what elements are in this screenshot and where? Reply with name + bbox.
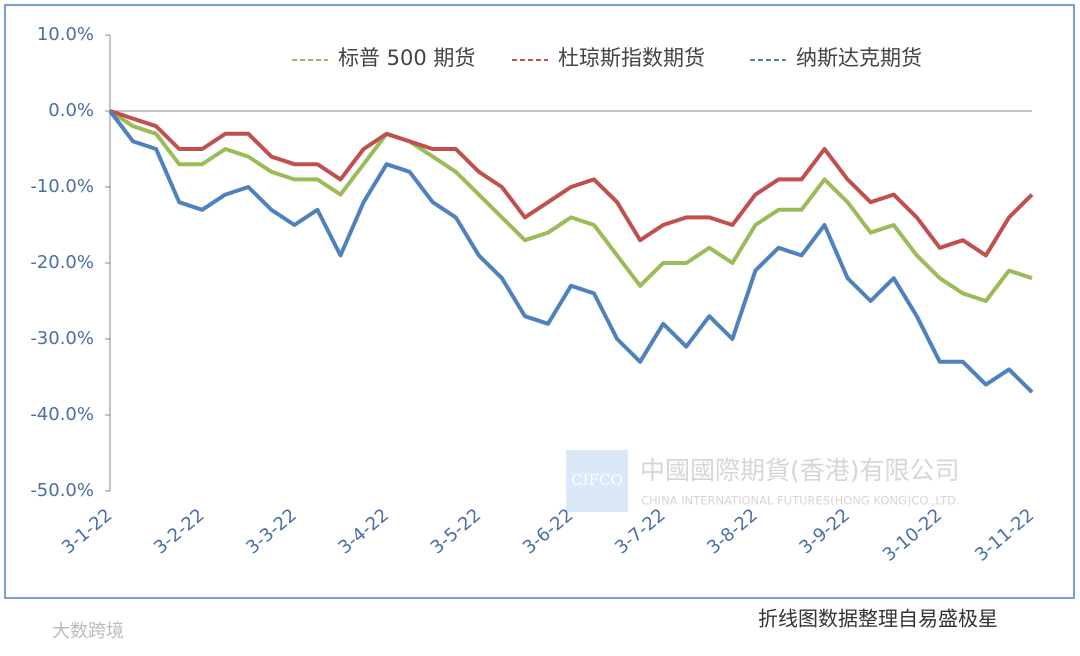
watermark-name: 中國國際期貨(香港)有限公司 [640,456,960,485]
x-tick-label: 3-9-22 [795,505,854,559]
x-tick-label: 3-11-22 [971,505,1038,566]
x-tick-label: 3-5-22 [427,505,486,559]
x-tick-label: 3-6-22 [519,505,578,559]
y-tick-label: -10.0% [30,176,94,197]
legend-label: 标普 500 期货 [338,46,475,70]
y-tick-label: -20.0% [30,252,94,273]
y-tick-label: -40.0% [30,404,94,425]
x-tick-label: 3-2-22 [150,505,209,559]
y-tick-label: 0.0% [48,100,94,121]
chart-border [4,4,1075,599]
legend-label: 杜琼斯指数期货 [558,46,705,70]
x-tick-label: 3-8-22 [703,505,762,559]
x-tick-label: 3-1-22 [58,505,117,559]
y-tick-label: 10.0% [37,24,94,45]
source-note: 折线图数据整理自易盛极星 [758,607,998,631]
y-tick-label: -50.0% [30,480,94,501]
watermark-name-en: CHINA INTERNATIONAL FUTURES(HONG KONG)CO… [641,494,960,508]
brand-watermark: 大数跨境 [52,621,124,642]
watermark-logo: CIFCO [571,471,623,489]
x-tick-label: 3-7-22 [611,505,670,559]
series-line [109,109,1034,258]
watermark-logo-box [566,450,628,512]
x-tick-label: 3-4-22 [334,505,393,559]
series-line [108,109,1034,394]
series-line [108,109,1033,303]
legend-label: 纳斯达克期货 [796,46,922,70]
x-tick-label: 3-10-22 [879,505,946,566]
x-tick-label: 3-3-22 [242,505,301,559]
y-tick-label: -30.0% [30,328,94,349]
